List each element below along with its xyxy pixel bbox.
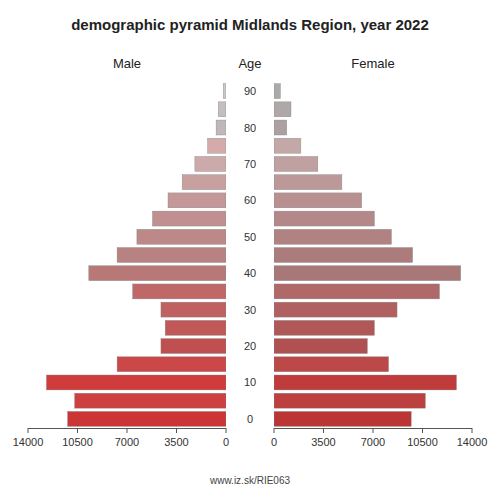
bar [223, 84, 226, 99]
series-label: Male [113, 56, 141, 71]
category-label: 80 [244, 122, 256, 134]
bar [161, 302, 226, 317]
axis-label: Age [238, 56, 261, 71]
bar [274, 393, 425, 408]
tick-label: 14000 [457, 436, 488, 448]
bar [195, 156, 226, 171]
bar [274, 320, 374, 335]
tick-label: 10500 [407, 436, 438, 448]
tick-label: 7000 [115, 436, 139, 448]
category-label: 0 [247, 413, 253, 425]
series-label: Female [351, 56, 394, 71]
tick-label: 3500 [311, 436, 335, 448]
tick-label: 3500 [164, 436, 188, 448]
bar [274, 248, 413, 263]
tick-mark [127, 428, 128, 433]
bar [216, 120, 226, 135]
bar [208, 138, 226, 153]
bar [274, 156, 318, 171]
bar [274, 411, 411, 426]
bar [161, 339, 226, 354]
tick-mark [373, 428, 374, 433]
title: demographic pyramid Midlands Region, yea… [71, 16, 429, 33]
bar [274, 229, 391, 244]
bar [274, 84, 280, 99]
category-label: 60 [244, 194, 256, 206]
bar [274, 175, 342, 190]
bar [274, 193, 362, 208]
bar [274, 211, 374, 226]
category-label: 40 [244, 267, 256, 279]
background [0, 0, 500, 500]
bar [46, 375, 226, 390]
bar [75, 393, 226, 408]
bar [274, 302, 397, 317]
bar [133, 284, 226, 299]
bar [137, 229, 226, 244]
tick-mark [77, 428, 78, 433]
tick-label: 0 [223, 436, 229, 448]
bar [168, 193, 226, 208]
tick-label: 14000 [13, 436, 44, 448]
bar [274, 284, 439, 299]
category-label: 20 [244, 340, 256, 352]
annotation: www.iz.sk/RIE063 [209, 475, 290, 486]
tick-mark [472, 428, 473, 433]
bar [274, 102, 291, 117]
tick-label: 0 [271, 436, 277, 448]
bar [218, 102, 226, 117]
bar [165, 320, 226, 335]
chart: demographic pyramid Midlands Region, yea… [0, 0, 500, 500]
tick-mark [226, 428, 227, 433]
bar [68, 411, 226, 426]
bar [274, 375, 456, 390]
bar [274, 138, 301, 153]
category-label: 10 [244, 376, 256, 388]
tick-mark [274, 428, 275, 433]
category-label: 30 [244, 304, 256, 316]
tick-mark [323, 428, 324, 433]
tick-mark [176, 428, 177, 433]
bars [274, 84, 461, 427]
category-label: 70 [244, 158, 256, 170]
tick-mark [422, 428, 423, 433]
bar [274, 339, 367, 354]
tick-label: 10500 [62, 436, 93, 448]
category-label: 50 [244, 231, 256, 243]
bar [117, 248, 226, 263]
bar [182, 175, 226, 190]
bar [274, 120, 287, 135]
tick-mark [28, 428, 29, 433]
bar [117, 357, 226, 372]
tick-label: 7000 [361, 436, 385, 448]
bar [89, 266, 226, 281]
bars [46, 84, 226, 427]
category-label: 90 [244, 85, 256, 97]
bar [274, 357, 389, 372]
bar [274, 266, 461, 281]
bar [152, 211, 226, 226]
